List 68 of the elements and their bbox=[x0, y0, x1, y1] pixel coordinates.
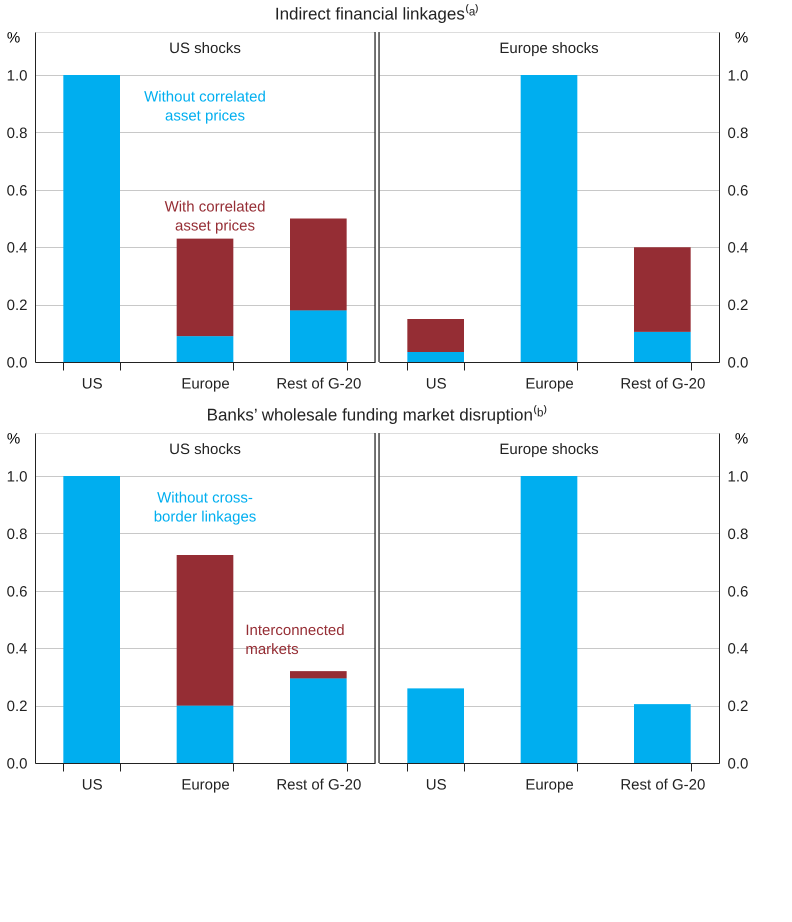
y-axis-title: % bbox=[734, 30, 748, 46]
y-tick-label: 0.2 bbox=[728, 297, 748, 314]
text: Europe shocks bbox=[499, 40, 599, 57]
x-tick-label: Rest of G-20 bbox=[620, 376, 706, 392]
y-axis-title: % bbox=[6, 430, 20, 448]
y-tick-label: 0.2 bbox=[6, 297, 28, 314]
y-axis-title: % bbox=[6, 30, 20, 46]
x-tick-label: Europe bbox=[181, 376, 230, 392]
y-tick-label: 0.2 bbox=[6, 698, 28, 716]
bar bbox=[407, 688, 464, 763]
bar bbox=[63, 75, 120, 362]
y-tick-label: 0.0 bbox=[728, 756, 748, 772]
bar bbox=[176, 238, 234, 336]
text: US shocks bbox=[169, 441, 241, 458]
text: US shocks bbox=[169, 40, 241, 57]
bar bbox=[520, 75, 578, 362]
x-tick-label: US bbox=[426, 376, 447, 392]
text: Without cross-border linkages bbox=[154, 489, 256, 526]
bar bbox=[290, 678, 347, 763]
bar bbox=[634, 332, 691, 362]
bar bbox=[407, 318, 464, 352]
y-tick-label: 1.0 bbox=[728, 68, 748, 85]
y-tick-label: 0.4 bbox=[728, 240, 748, 257]
bar bbox=[63, 476, 120, 763]
x-tick-label: Rest of G-20 bbox=[620, 776, 706, 794]
bar bbox=[520, 476, 578, 763]
x-tick-label: US bbox=[82, 776, 103, 794]
y-tick-label: 0.6 bbox=[6, 182, 28, 200]
y-tick-label: 0.6 bbox=[6, 583, 28, 600]
text: Europe shocks bbox=[499, 441, 599, 458]
x-tick-label: Rest of G-20 bbox=[276, 376, 362, 392]
series-label: Without correlated asset prices bbox=[144, 88, 266, 124]
bar bbox=[407, 352, 464, 362]
y-tick-label: 1.0 bbox=[728, 468, 748, 486]
bar bbox=[290, 218, 347, 310]
y-axis-title: % bbox=[734, 430, 748, 448]
bar bbox=[176, 554, 234, 706]
x-tick-label: Rest of G-20 bbox=[276, 776, 362, 794]
series-label: With correlated asset prices bbox=[164, 198, 266, 235]
y-tick-label: 0.2 bbox=[728, 698, 748, 716]
bar bbox=[290, 310, 347, 362]
y-tick-label: 0.4 bbox=[6, 640, 28, 658]
bar bbox=[290, 671, 347, 678]
y-tick-label: 0.8 bbox=[728, 124, 748, 142]
bar bbox=[176, 336, 234, 362]
y-tick-label: 0.8 bbox=[6, 124, 28, 142]
y-tick-label: 0.4 bbox=[728, 640, 748, 658]
y-tick-label: 0.8 bbox=[728, 526, 748, 543]
bar bbox=[634, 247, 691, 332]
y-tick-label: 0.0 bbox=[6, 354, 28, 372]
bar bbox=[634, 704, 691, 763]
x-tick-label: Europe bbox=[525, 776, 574, 794]
y-tick-label: 0.6 bbox=[728, 583, 748, 600]
y-tick-label: 0.4 bbox=[6, 240, 28, 257]
y-tick-label: 1.0 bbox=[6, 468, 28, 486]
x-tick-label: Europe bbox=[181, 776, 230, 794]
y-tick-label: 1.0 bbox=[6, 68, 28, 85]
bar bbox=[176, 706, 234, 763]
x-tick-label: US bbox=[82, 376, 103, 392]
chart-title: Indirect financial linkages⁽ᵃ⁾ bbox=[274, 4, 480, 24]
x-tick-label: Europe bbox=[525, 376, 574, 392]
y-tick-label: 0.0 bbox=[728, 354, 748, 372]
y-tick-label: 0.0 bbox=[6, 756, 28, 772]
y-tick-label: 0.6 bbox=[728, 182, 748, 200]
chart-title: Banks’ wholesale funding market disruption⁽ᵇ⁾ bbox=[206, 404, 548, 424]
x-tick-label: US bbox=[426, 776, 447, 794]
series-label: Interconnected markets bbox=[245, 622, 345, 658]
y-tick-label: 0.8 bbox=[6, 526, 28, 543]
